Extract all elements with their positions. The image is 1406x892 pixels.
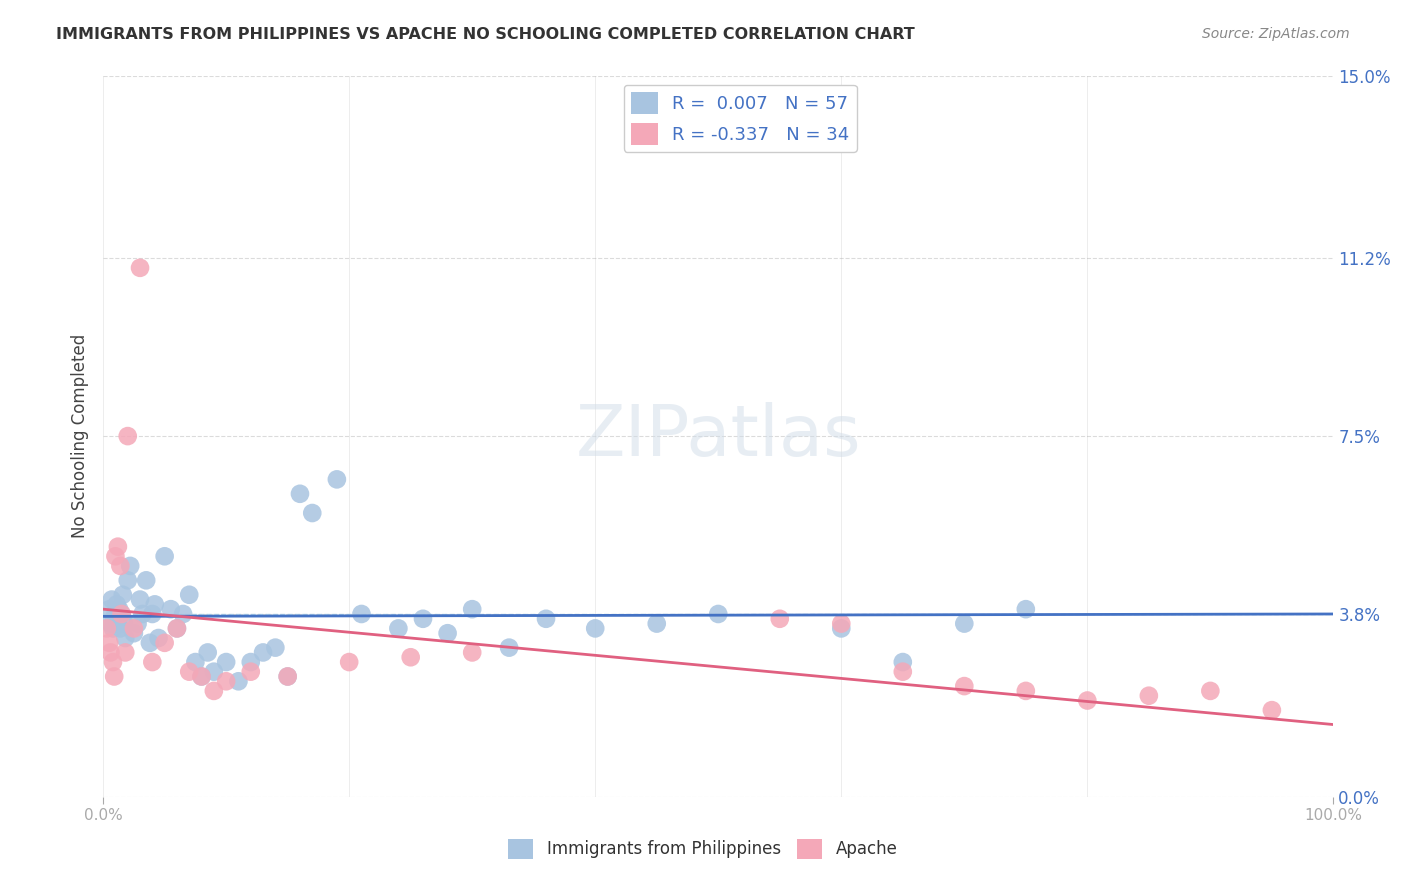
Point bbox=[387, 621, 409, 635]
Point bbox=[101, 655, 124, 669]
Point bbox=[215, 674, 238, 689]
Point bbox=[179, 588, 201, 602]
Point bbox=[172, 607, 194, 621]
Point bbox=[197, 645, 219, 659]
Point bbox=[110, 558, 132, 573]
Point bbox=[129, 260, 152, 275]
Point bbox=[114, 645, 136, 659]
Point bbox=[179, 665, 201, 679]
Point bbox=[1261, 703, 1284, 717]
Text: ZIPatlas: ZIPatlas bbox=[575, 401, 860, 471]
Point bbox=[1076, 693, 1098, 707]
Point bbox=[498, 640, 520, 655]
Point bbox=[461, 602, 484, 616]
Point bbox=[891, 665, 914, 679]
Point bbox=[98, 636, 121, 650]
Point bbox=[148, 631, 170, 645]
Point bbox=[645, 616, 668, 631]
Point bbox=[277, 669, 299, 683]
Text: IMMIGRANTS FROM PHILIPPINES VS APACHE NO SCHOOLING COMPLETED CORRELATION CHART: IMMIGRANTS FROM PHILIPPINES VS APACHE NO… bbox=[56, 27, 915, 42]
Point bbox=[350, 607, 373, 621]
Point bbox=[110, 607, 132, 621]
Point bbox=[264, 640, 287, 655]
Point bbox=[202, 684, 225, 698]
Point bbox=[104, 607, 127, 621]
Point bbox=[107, 540, 129, 554]
Point bbox=[114, 631, 136, 645]
Point bbox=[1015, 602, 1038, 616]
Point bbox=[534, 612, 557, 626]
Point bbox=[215, 655, 238, 669]
Point bbox=[461, 645, 484, 659]
Point bbox=[953, 679, 976, 693]
Point bbox=[301, 506, 323, 520]
Point bbox=[830, 616, 852, 631]
Point bbox=[190, 669, 212, 683]
Point bbox=[139, 636, 162, 650]
Point bbox=[953, 616, 976, 631]
Point bbox=[98, 602, 121, 616]
Point bbox=[202, 665, 225, 679]
Point bbox=[228, 674, 250, 689]
Point bbox=[100, 645, 122, 659]
Point bbox=[104, 549, 127, 564]
Point bbox=[184, 655, 207, 669]
Point bbox=[326, 472, 349, 486]
Point bbox=[277, 669, 299, 683]
Point bbox=[166, 621, 188, 635]
Point bbox=[830, 621, 852, 635]
Point bbox=[891, 655, 914, 669]
Point bbox=[112, 616, 135, 631]
Point bbox=[141, 607, 163, 621]
Point bbox=[96, 621, 118, 635]
Point bbox=[252, 645, 274, 659]
Legend: R =  0.007   N = 57, R = -0.337   N = 34: R = 0.007 N = 57, R = -0.337 N = 34 bbox=[624, 85, 856, 152]
Point bbox=[399, 650, 422, 665]
Point bbox=[129, 592, 152, 607]
Point bbox=[107, 616, 129, 631]
Point bbox=[769, 612, 792, 626]
Point bbox=[100, 616, 122, 631]
Point bbox=[1015, 684, 1038, 698]
Point bbox=[337, 655, 360, 669]
Legend: Immigrants from Philippines, Apache: Immigrants from Philippines, Apache bbox=[502, 832, 904, 866]
Point bbox=[108, 602, 131, 616]
Point bbox=[412, 612, 434, 626]
Point bbox=[135, 574, 157, 588]
Point bbox=[239, 655, 262, 669]
Point bbox=[707, 607, 730, 621]
Point bbox=[239, 665, 262, 679]
Point bbox=[110, 621, 132, 635]
Text: Source: ZipAtlas.com: Source: ZipAtlas.com bbox=[1202, 27, 1350, 41]
Point bbox=[288, 487, 311, 501]
Point bbox=[190, 669, 212, 683]
Point bbox=[166, 621, 188, 635]
Point bbox=[127, 616, 149, 631]
Point bbox=[122, 626, 145, 640]
Point bbox=[100, 592, 122, 607]
Point bbox=[117, 574, 139, 588]
Point bbox=[153, 636, 176, 650]
Point bbox=[103, 612, 125, 626]
Point bbox=[105, 598, 128, 612]
Point bbox=[159, 602, 181, 616]
Point bbox=[153, 549, 176, 564]
Point bbox=[131, 607, 153, 621]
Point bbox=[1137, 689, 1160, 703]
Point bbox=[583, 621, 606, 635]
Point bbox=[436, 626, 458, 640]
Point bbox=[110, 607, 132, 621]
Point bbox=[1199, 684, 1222, 698]
Point bbox=[143, 598, 166, 612]
Point bbox=[111, 588, 134, 602]
Point bbox=[117, 429, 139, 443]
Point bbox=[120, 558, 142, 573]
Point bbox=[103, 669, 125, 683]
Y-axis label: No Schooling Completed: No Schooling Completed bbox=[72, 334, 89, 538]
Point bbox=[101, 621, 124, 635]
Point bbox=[122, 621, 145, 635]
Point bbox=[141, 655, 163, 669]
